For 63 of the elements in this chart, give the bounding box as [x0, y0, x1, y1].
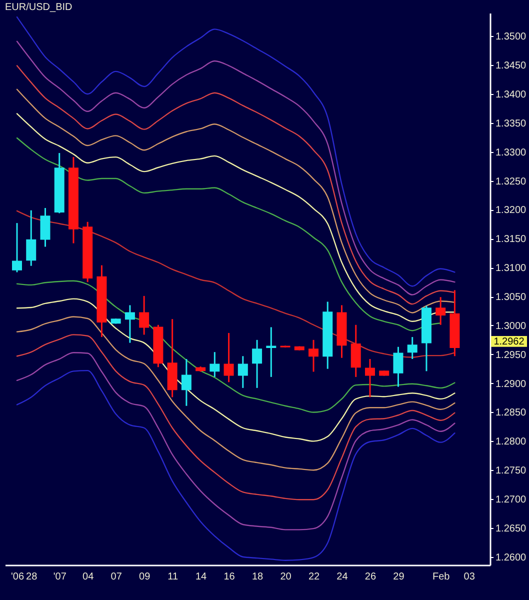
candlestick — [139, 295, 150, 336]
y-tick-label: 1.2900 — [496, 378, 527, 390]
x-tick-label: Feb — [432, 572, 450, 582]
x-tick-label: 24 — [336, 572, 348, 582]
y-tick-label: 1.2950 — [496, 350, 527, 361]
line-series — [16, 210, 456, 358]
candlestick — [393, 346, 404, 388]
candlestick — [124, 304, 135, 344]
y-tick-label: 1.3050 — [496, 292, 527, 304]
candlestick — [26, 210, 36, 267]
candlestick — [224, 332, 234, 383]
x-tick-label: 07 — [110, 572, 122, 582]
candlestick — [181, 358, 192, 407]
y-tick-label: 1.3350 — [496, 118, 527, 130]
x-tick-label: 28 — [26, 572, 38, 582]
candlestick — [266, 326, 276, 378]
x-tick-label: 16 — [224, 572, 236, 582]
candlestick — [252, 339, 262, 389]
y-tick-label: 1.2750 — [496, 466, 527, 477]
y-tick-label: 1.3100 — [496, 263, 527, 274]
y-tick-label: 1.2800 — [496, 436, 527, 448]
line-series — [16, 298, 456, 442]
text: 1.2962 — [494, 336, 525, 348]
line-series — [16, 280, 456, 413]
x-tick-label: 22 — [308, 572, 320, 582]
candlestick — [436, 296, 446, 326]
y-tick-label: 1.2700 — [496, 494, 527, 506]
x-tick-label: 20 — [280, 572, 292, 582]
candlestick — [407, 336, 418, 360]
y-tick-label: 1.2850 — [496, 408, 527, 419]
y-tick-label: 1.3250 — [496, 176, 527, 188]
x-tick-label: 29 — [393, 572, 405, 582]
candlestick — [40, 207, 50, 248]
line-series — [16, 316, 456, 471]
x-tick-label: '06 — [10, 572, 24, 582]
y-tick-label: 1.2650 — [496, 523, 527, 534]
x-tick-label: '07 — [53, 572, 67, 582]
y-tick-label: 1.3300 — [496, 147, 527, 158]
x-tick-label: 26 — [364, 572, 376, 582]
x-tick-label: 18 — [252, 572, 264, 582]
candlestick — [12, 222, 22, 273]
candlestick — [364, 358, 375, 398]
candlestick — [238, 355, 248, 389]
line-series — [16, 137, 442, 332]
y-tick-label: 1.3500 — [496, 32, 527, 43]
x-tick-label: 14 — [195, 572, 208, 582]
y-tick-label: 1.2600 — [496, 552, 527, 564]
candlestick — [350, 324, 361, 378]
x-tick-label: 04 — [82, 572, 94, 582]
y-tick-label: 1.3450 — [496, 60, 527, 72]
y-tick-label: 1.3150 — [496, 234, 527, 246]
x-tick-label: 09 — [139, 572, 151, 582]
chart-title: EUR/USD_BID — [5, 2, 72, 13]
line-series — [16, 370, 456, 561]
x-tick-label: 11 — [168, 572, 178, 582]
y-tick-label: 1.3400 — [496, 90, 527, 101]
y-tick-label: 1.3200 — [496, 205, 527, 216]
candlestick — [210, 351, 220, 378]
line-series — [16, 334, 456, 500]
line-series — [16, 352, 456, 530]
candlestick — [308, 339, 319, 372]
x-tick-label: 03 — [464, 572, 476, 582]
y-tick-label: 1.3000 — [496, 320, 527, 332]
